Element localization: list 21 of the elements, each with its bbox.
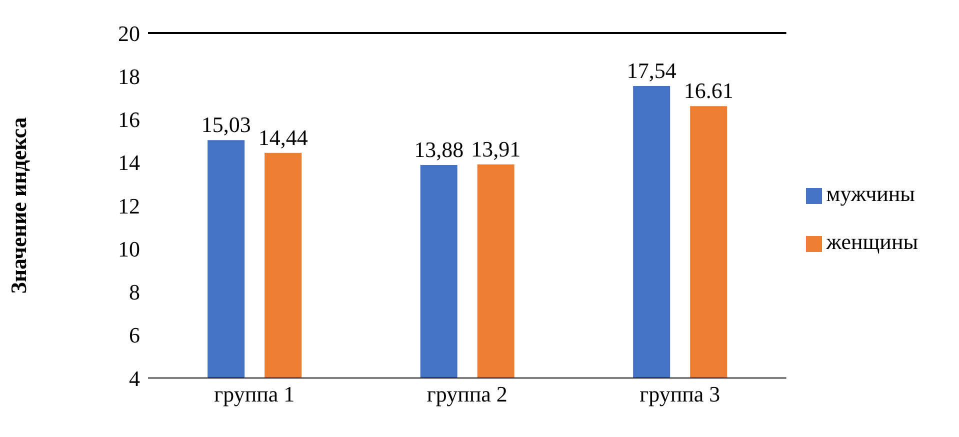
y-tick-label: 16	[118, 107, 140, 132]
x-tick-label: группа 3	[640, 382, 720, 407]
x-tick-label: группа 1	[214, 382, 295, 407]
y-tick-label: 18	[118, 64, 140, 89]
y-tick-label: 12	[118, 193, 140, 218]
y-tick-label: 8	[129, 280, 140, 305]
legend-label: мужчины	[826, 181, 915, 206]
data-label: 14,44	[258, 124, 308, 150]
data-label: 16.61	[684, 78, 734, 104]
y-tick-label: 20	[118, 20, 140, 46]
data-label: 13,88	[414, 136, 464, 162]
y-tick-label: 4	[129, 366, 140, 391]
y-tick-label: 6	[129, 322, 140, 348]
y-tick-label: 10	[118, 236, 140, 262]
data-label: 15,03	[201, 112, 251, 138]
legend-label: женщины	[826, 229, 918, 254]
data-label: 13,91	[471, 136, 521, 162]
y-tick-label: 14	[118, 150, 140, 176]
y-axis-title: Значение индекса	[6, 117, 31, 294]
data-label: 17,54	[626, 58, 676, 84]
x-tick-label: группа 2	[426, 382, 508, 407]
